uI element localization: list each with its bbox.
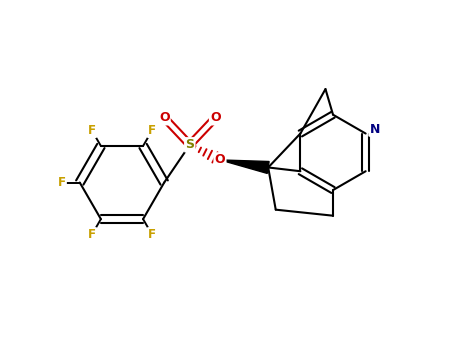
Text: F: F <box>88 124 96 137</box>
Text: F: F <box>58 176 66 189</box>
Text: O: O <box>159 111 170 124</box>
Text: S: S <box>185 138 194 151</box>
Text: O: O <box>210 111 221 124</box>
Text: F: F <box>148 228 156 241</box>
Text: F: F <box>88 228 96 241</box>
Text: F: F <box>148 124 156 137</box>
Text: O: O <box>215 153 225 167</box>
Text: N: N <box>369 122 380 135</box>
Polygon shape <box>220 160 269 173</box>
